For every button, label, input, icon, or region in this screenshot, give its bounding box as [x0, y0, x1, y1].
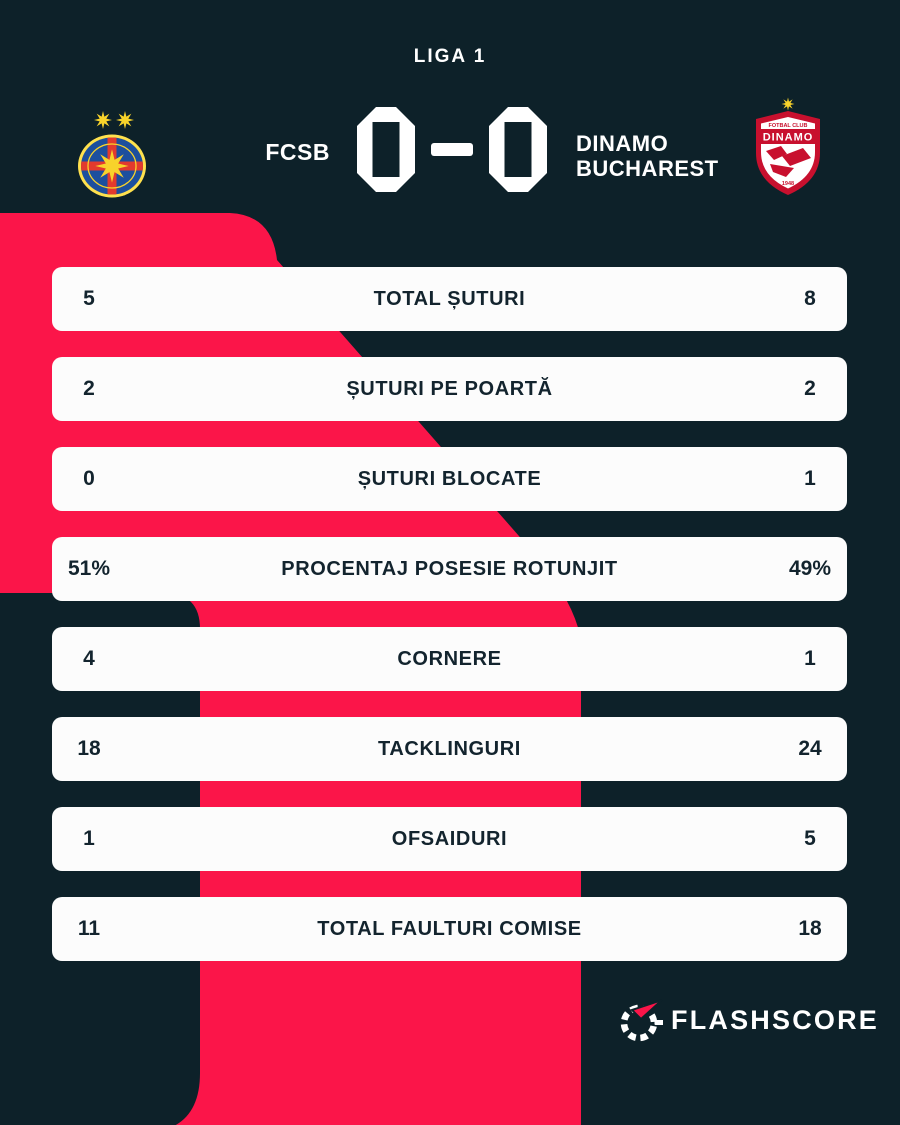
away-team-name-line2: BUCHAREST — [576, 156, 719, 181]
stat-label: TOTAL ȘUTURI — [373, 287, 526, 310]
home-value: 4 — [83, 647, 95, 670]
stat-label: PROCENTAJ POSESIE ROTUNJIT — [281, 557, 618, 580]
stat-label: TOTAL FAULTURI COMISE — [317, 917, 582, 940]
stat-row: 11 TOTAL FAULTURI COMISE 18 — [52, 897, 847, 961]
dinamo-badge-text: DINAMO — [763, 132, 814, 144]
dinamo-badge-year: 1948 — [782, 181, 794, 187]
home-value: 11 — [77, 917, 101, 940]
stat-row: 51% PROCENTAJ POSESIE ROTUNJIT 49% — [52, 537, 847, 601]
away-value: 18 — [798, 917, 822, 940]
away-value: 8 — [804, 287, 816, 310]
home-team-name: FCSB — [265, 139, 330, 165]
league-title: LIGA 1 — [413, 46, 487, 67]
dinamo-crest-icon: FOTBAL CLUB DINAMO 1948 — [756, 97, 820, 195]
home-value: 2 — [83, 377, 95, 400]
stats-list: 5 TOTAL ȘUTURI 8 2 ȘUTURI PE POARTĂ 2 0 … — [52, 267, 847, 961]
score-dash-icon — [431, 143, 473, 156]
fcsb-crest-icon — [78, 111, 146, 198]
away-value: 2 — [804, 377, 816, 400]
home-value: 0 — [83, 467, 95, 490]
away-value: 1 — [804, 467, 816, 490]
stat-row: 0 ȘUTURI BLOCATE 1 — [52, 447, 847, 511]
stat-label: ȘUTURI PE POARTĂ — [346, 377, 553, 400]
stat-label: ȘUTURI BLOCATE — [357, 467, 542, 490]
away-team-name: DINAMO BUCHAREST — [576, 131, 766, 181]
score-away-digit — [489, 107, 547, 192]
away-value: 24 — [798, 737, 822, 760]
stat-label: OFSAIDURI — [391, 827, 508, 850]
stat-row: 1 OFSAIDURI 5 — [52, 807, 847, 871]
score-home-digit — [357, 107, 415, 192]
home-value: 51% — [67, 557, 111, 580]
away-value: 49% — [788, 557, 832, 580]
home-value: 5 — [83, 287, 95, 310]
away-team-name-line1: DINAMO — [576, 131, 669, 156]
stat-row: 5 TOTAL ȘUTURI 8 — [52, 267, 847, 331]
stat-label: CORNERE — [397, 647, 502, 670]
away-value: 5 — [804, 827, 816, 850]
home-value: 1 — [83, 827, 95, 850]
stat-row: 2 ȘUTURI PE POARTĂ 2 — [52, 357, 847, 421]
stat-row: 4 CORNERE 1 — [52, 627, 847, 691]
stat-label: TACKLINGURI — [378, 737, 521, 760]
away-value: 1 — [804, 647, 816, 670]
flashscore-icon — [620, 999, 663, 1042]
flashscore-wordmark: FLASHSCORE — [671, 1005, 880, 1035]
stat-row: 18 TACKLINGURI 24 — [52, 717, 847, 781]
dinamo-badge-top-text: FOTBAL CLUB — [768, 123, 807, 129]
home-value: 18 — [77, 737, 101, 760]
